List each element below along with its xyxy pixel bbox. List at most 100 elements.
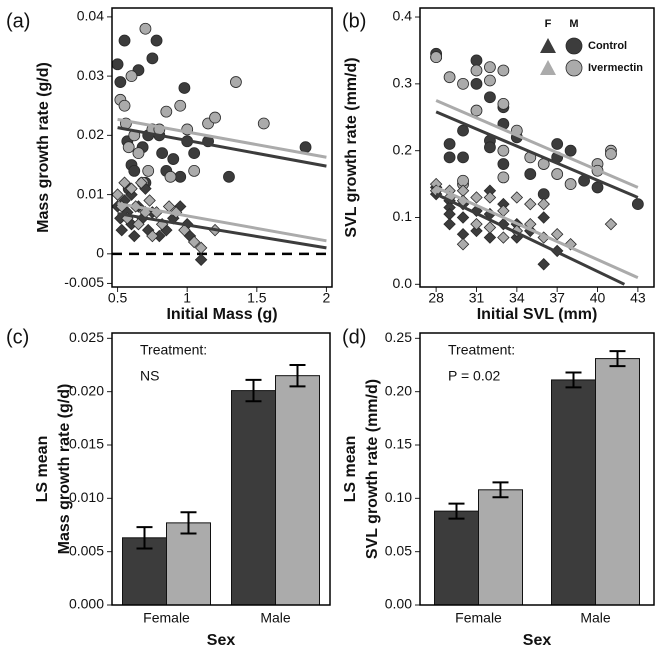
trend-line <box>435 110 639 199</box>
point <box>299 141 312 154</box>
point <box>497 144 510 157</box>
point <box>142 164 155 177</box>
plot-area <box>434 350 640 605</box>
point <box>160 105 173 118</box>
point <box>443 217 456 231</box>
x-axis-label: Sex <box>207 632 236 646</box>
point <box>456 238 470 251</box>
point <box>551 168 564 180</box>
point <box>470 191 483 204</box>
trend-line <box>117 117 327 159</box>
annotation: Treatment: <box>448 342 515 358</box>
error-bar <box>448 502 465 520</box>
point <box>537 197 550 211</box>
point <box>470 77 483 90</box>
point <box>564 144 577 157</box>
point <box>470 64 483 77</box>
annotation: NS <box>140 368 159 384</box>
point <box>118 99 131 112</box>
x-tick-label: 1 <box>183 290 191 306</box>
point <box>257 117 270 130</box>
point <box>537 258 550 271</box>
bar <box>434 510 479 605</box>
point <box>188 147 201 160</box>
point <box>456 184 470 197</box>
y-tick-label: 0.25 <box>385 329 412 345</box>
trend-line <box>117 212 327 250</box>
y-tick-label: 0.0 <box>393 275 413 291</box>
y-tick-label: 0.3 <box>393 75 413 91</box>
x-tick-label: 31 <box>469 290 485 306</box>
y-tick-label: 0.4 <box>393 8 413 24</box>
point <box>187 235 201 249</box>
point <box>510 191 524 204</box>
point <box>114 76 127 88</box>
y-tick-label: 0.05 <box>385 542 412 558</box>
point <box>484 141 496 154</box>
panel-label: (b) <box>342 10 366 32</box>
frame <box>419 332 655 606</box>
point <box>209 111 221 124</box>
panel-label: (a) <box>6 10 30 32</box>
point <box>537 211 550 224</box>
trend-line <box>117 126 327 168</box>
point <box>470 224 483 238</box>
point <box>564 178 577 190</box>
point <box>118 176 131 189</box>
y-axis-label: SVL growth rate (mm/d) <box>364 379 381 559</box>
y-tick-label: 0.00 <box>385 596 412 612</box>
error-bar <box>245 378 262 403</box>
x-tick-label: 34 <box>509 290 525 306</box>
point <box>146 52 159 65</box>
bar <box>551 379 596 605</box>
point <box>631 198 644 211</box>
panel-label: (d) <box>342 326 366 348</box>
y-tick-label: 0.005 <box>69 542 104 558</box>
point <box>429 177 443 191</box>
point <box>497 64 510 77</box>
error-bar <box>180 511 197 535</box>
frame <box>419 7 655 288</box>
y-tick-label: 0.03 <box>77 67 104 83</box>
y-tick-label: 0.01 <box>77 185 104 201</box>
x-axis-label: Initial SVL (mm) <box>477 306 598 323</box>
point <box>194 253 208 266</box>
y-tick-label: 0.010 <box>69 489 104 505</box>
point <box>156 147 169 160</box>
x-tick-label: 2 <box>323 290 331 306</box>
point <box>128 229 141 243</box>
point <box>470 104 483 117</box>
point <box>230 76 242 88</box>
x-tick-label: 37 <box>549 290 565 306</box>
point <box>497 231 510 244</box>
point <box>223 170 235 183</box>
point <box>178 223 191 237</box>
frame <box>111 7 333 288</box>
point <box>194 241 208 255</box>
point <box>605 148 617 160</box>
point <box>457 124 469 137</box>
point <box>115 223 128 237</box>
y-tick-label: 0.000 <box>69 596 104 612</box>
point <box>132 217 145 231</box>
x-tick-label: 1.5 <box>247 290 267 306</box>
trend-line <box>435 192 626 286</box>
point <box>497 197 510 211</box>
legend-label: Ivermectin <box>588 62 643 74</box>
point <box>457 151 469 164</box>
point <box>443 138 456 150</box>
x-tick-label: Male <box>580 610 611 626</box>
point <box>604 217 618 231</box>
point <box>456 211 470 224</box>
point <box>456 227 470 241</box>
point <box>470 217 483 231</box>
bar <box>595 358 640 605</box>
y-tick-label: 0.2 <box>393 141 413 157</box>
point <box>443 71 456 84</box>
annotation: P = 0.02 <box>448 368 501 384</box>
point <box>162 200 176 213</box>
point <box>132 147 145 160</box>
x-tick-label: 0.5 <box>108 290 128 306</box>
plot-area <box>429 47 644 286</box>
plot-area <box>122 364 320 605</box>
